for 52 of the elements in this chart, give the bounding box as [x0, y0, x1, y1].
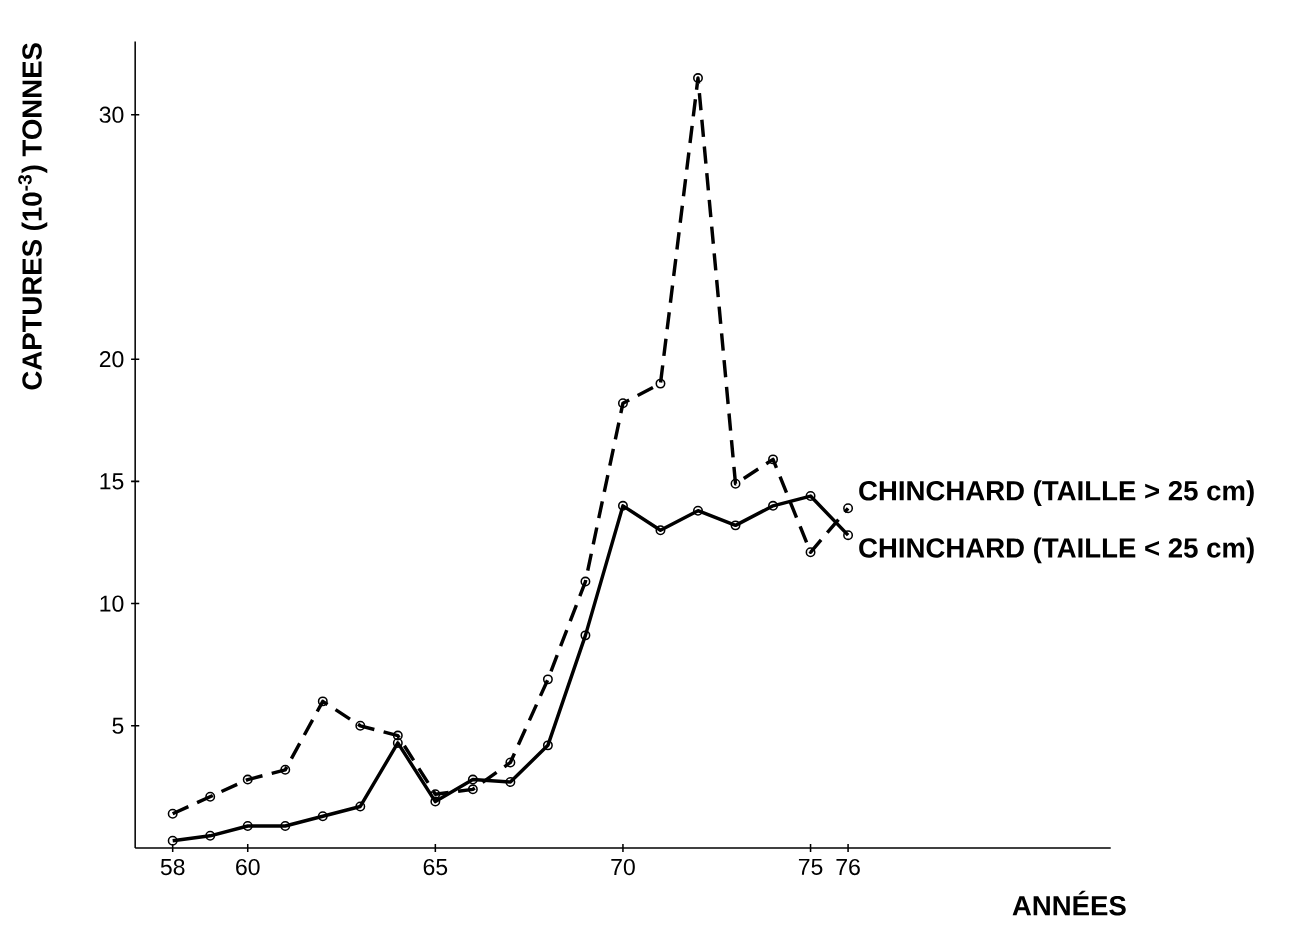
- point: [317, 811, 328, 822]
- point: [805, 547, 816, 558]
- y-tick-label: 5: [112, 717, 124, 734]
- y-axis-title: CAPTURES (10$^{-3}$) TONNES: [18, 43, 48, 390]
- point: [167, 808, 178, 819]
- point: [205, 791, 216, 802]
- point: [392, 730, 403, 741]
- point: [655, 378, 666, 389]
- point: [430, 796, 441, 807]
- point: [505, 777, 516, 788]
- point: [655, 525, 666, 536]
- x-axis-title: ANNÉES: [1012, 890, 1126, 916]
- y-tick-label: 30: [99, 106, 124, 123]
- point: [843, 503, 854, 514]
- point: [580, 630, 591, 641]
- point: [768, 500, 779, 511]
- point: [167, 835, 178, 846]
- point: [280, 821, 291, 832]
- point: [505, 757, 516, 768]
- y-tick-label: 15: [100, 473, 124, 490]
- y-tick-label: 20: [99, 351, 124, 368]
- point: [242, 774, 253, 785]
- series-label: CHINCHARD (TAILLE < 25 cm): [859, 537, 1254, 564]
- y-tick-label: 10: [100, 595, 124, 612]
- point: [768, 454, 779, 465]
- point: [355, 720, 366, 731]
- point: [617, 398, 628, 409]
- point: [242, 821, 253, 832]
- x-tick-label: 70: [611, 858, 635, 876]
- x-tick-label: 60: [236, 858, 260, 876]
- point: [730, 478, 741, 489]
- point: [843, 530, 854, 541]
- point: [542, 740, 553, 751]
- x-tick-label: 65: [423, 858, 448, 876]
- x-tick-label: 75: [798, 858, 823, 875]
- point: [617, 500, 628, 511]
- point: [205, 830, 216, 841]
- point: [693, 73, 703, 84]
- point: [467, 774, 478, 785]
- x-tick-label: 58: [160, 858, 185, 876]
- point: [805, 491, 816, 502]
- point: [392, 737, 403, 748]
- point: [355, 801, 366, 812]
- point: [580, 576, 591, 587]
- point: [280, 764, 291, 775]
- x-tick-label: 76: [836, 858, 860, 876]
- point: [317, 696, 328, 707]
- point: [467, 784, 478, 795]
- point: [542, 674, 553, 685]
- series-label: CHINCHARD (TAILLE > 25 cm): [859, 480, 1254, 507]
- point: [693, 505, 703, 516]
- point: [730, 520, 741, 531]
